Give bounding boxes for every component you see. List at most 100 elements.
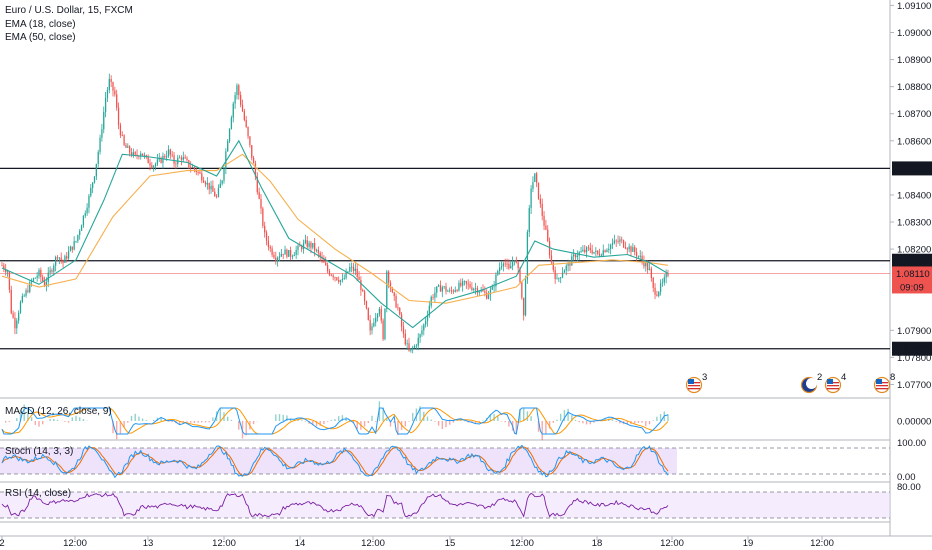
macd-bar bbox=[430, 419, 432, 421]
macd-bar bbox=[397, 421, 399, 436]
candle-body bbox=[32, 278, 35, 281]
macd-bar bbox=[64, 421, 66, 422]
rsi-label[interactable]: RSI (14, close) bbox=[5, 488, 72, 499]
candle-body bbox=[595, 250, 597, 252]
candle-body bbox=[613, 240, 615, 243]
macd-label[interactable]: MACD (12, 26, close, 9) bbox=[5, 406, 112, 417]
candle-body bbox=[10, 289, 12, 314]
macd-bar bbox=[552, 421, 554, 423]
level-price-tag bbox=[892, 341, 932, 356]
candle-body bbox=[423, 324, 425, 331]
candle-body bbox=[645, 263, 647, 267]
legend-ema18[interactable]: EMA (18, close) bbox=[5, 18, 76, 30]
candle-body bbox=[656, 294, 658, 296]
candle-body bbox=[365, 301, 368, 309]
candle-body bbox=[225, 151, 227, 169]
candle-body bbox=[437, 285, 440, 287]
candle-body bbox=[16, 320, 18, 329]
flag-stripe bbox=[688, 388, 700, 390]
candle-body bbox=[528, 208, 530, 232]
candle-body bbox=[169, 149, 171, 155]
macd-bar bbox=[153, 419, 155, 421]
candle-body bbox=[43, 281, 46, 287]
candle-body bbox=[356, 268, 358, 277]
candle-body bbox=[80, 225, 83, 231]
candle-body bbox=[130, 152, 133, 156]
candle-body bbox=[478, 291, 480, 293]
candle-body bbox=[561, 272, 564, 278]
candle-body bbox=[606, 250, 608, 253]
candle-body bbox=[400, 314, 403, 327]
macd-bar bbox=[500, 421, 503, 422]
candle-body bbox=[641, 255, 643, 261]
macd-bar bbox=[382, 407, 384, 421]
macd-bar bbox=[23, 404, 25, 421]
legend-ema50[interactable]: EMA (50, close) bbox=[5, 32, 76, 43]
macd-bar bbox=[456, 420, 458, 421]
macd-bar bbox=[371, 415, 373, 421]
legend-symbol[interactable]: Euro / U.S. Dollar, 15, FXCM bbox=[5, 5, 133, 16]
candle-body bbox=[23, 295, 25, 297]
candle-body bbox=[371, 326, 373, 331]
macd-bar bbox=[667, 414, 669, 421]
candle-body bbox=[343, 278, 345, 279]
candle-body bbox=[574, 254, 577, 258]
macd-bar bbox=[537, 421, 540, 432]
candle-body bbox=[310, 242, 312, 248]
candle-body bbox=[597, 250, 599, 254]
candle-body bbox=[319, 252, 321, 257]
macd-bar bbox=[615, 421, 617, 422]
macd-bar bbox=[548, 421, 551, 429]
candle-body bbox=[471, 287, 473, 291]
stoch-label[interactable]: Stoch (14, 3, 3) bbox=[5, 446, 74, 457]
candle-body bbox=[443, 286, 445, 288]
macd-bar bbox=[82, 419, 85, 421]
candle-body bbox=[391, 288, 393, 293]
candle-body bbox=[436, 286, 438, 293]
candle-body bbox=[469, 284, 471, 288]
candle-body bbox=[265, 232, 268, 241]
candle-body bbox=[29, 282, 31, 292]
macd-bar bbox=[460, 419, 462, 421]
macd-axis-label: 0.00000 bbox=[897, 417, 931, 428]
macd-bar bbox=[53, 418, 55, 421]
macd-bar bbox=[230, 419, 233, 421]
candle-body bbox=[410, 348, 412, 351]
macd-bar bbox=[412, 412, 414, 421]
macd-bar bbox=[56, 419, 59, 421]
candle-body bbox=[271, 248, 273, 255]
candle-body bbox=[132, 152, 134, 156]
candle-body bbox=[40, 270, 42, 278]
candle-body bbox=[119, 124, 122, 136]
candle-body bbox=[149, 163, 151, 166]
candle-body bbox=[334, 277, 336, 279]
candle-body bbox=[162, 156, 164, 163]
macd-bar bbox=[526, 411, 529, 421]
candle-body bbox=[215, 196, 218, 198]
macd-bar bbox=[186, 421, 188, 422]
candle-body bbox=[545, 225, 547, 230]
candle-body bbox=[373, 322, 375, 327]
candle-body bbox=[460, 282, 462, 286]
candle-body bbox=[93, 176, 96, 183]
candle-body bbox=[34, 277, 36, 279]
macd-bar bbox=[656, 416, 658, 421]
event-count-label: 8 bbox=[890, 372, 895, 383]
candle-body bbox=[637, 255, 640, 257]
candle-body bbox=[654, 287, 656, 295]
candle-body bbox=[106, 89, 109, 98]
candle-body bbox=[67, 251, 70, 259]
candle-body bbox=[25, 290, 27, 296]
macd-bar bbox=[323, 421, 325, 425]
price-tick-label: 1.08400 bbox=[897, 190, 931, 201]
candle-body bbox=[543, 215, 545, 226]
candle-body bbox=[604, 250, 606, 253]
candle-body bbox=[206, 182, 208, 185]
candle-body bbox=[299, 245, 301, 247]
candle-body bbox=[208, 182, 210, 190]
macd-bar bbox=[393, 421, 395, 423]
macd-bar bbox=[312, 421, 314, 426]
price-tick-label: 1.09000 bbox=[897, 28, 931, 39]
